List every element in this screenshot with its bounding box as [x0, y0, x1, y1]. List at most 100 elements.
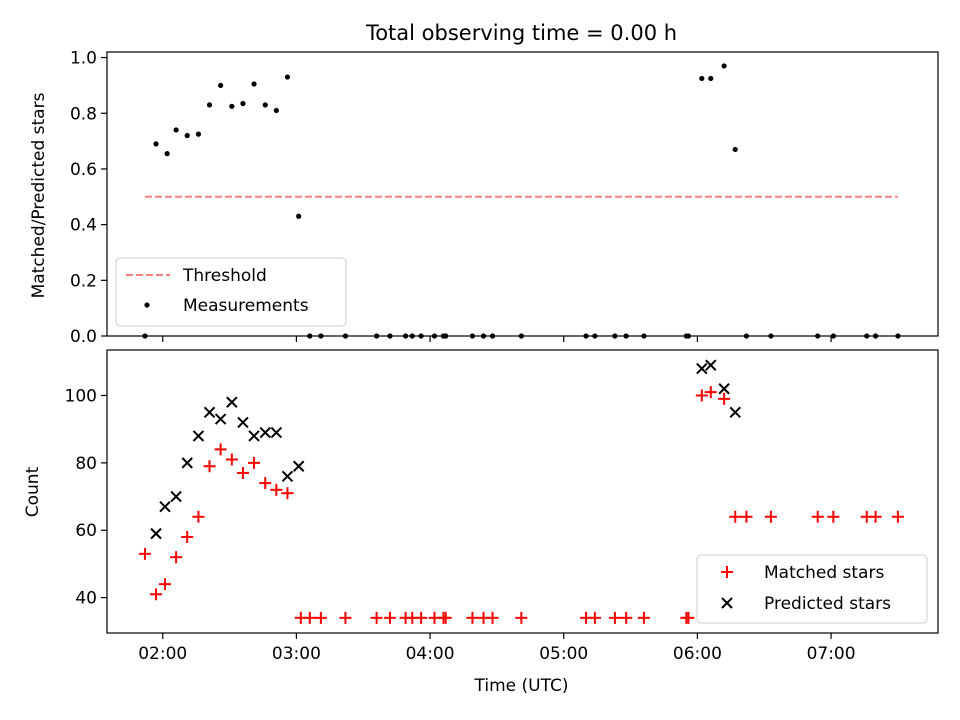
matched-stars-point	[225, 453, 238, 466]
legend-threshold-label: Threshold	[182, 266, 267, 286]
count-y-tick-label: 60	[75, 521, 97, 541]
count-x-tick-label: 07:00	[807, 644, 856, 664]
count-legend-box	[696, 554, 928, 624]
measurements-point	[229, 103, 235, 109]
ratio-legend: Threshold Measurements	[115, 257, 347, 327]
legend-predicted-swatch	[721, 597, 733, 609]
predicted-stars-point	[270, 426, 283, 439]
matched-stars-point	[811, 510, 824, 523]
measurements-point	[173, 127, 179, 133]
matched-stars-point	[466, 611, 479, 624]
measurements-point	[251, 81, 257, 87]
matched-stars-point	[170, 551, 183, 564]
matched-stars-point	[138, 547, 151, 560]
matched-stars-point	[515, 611, 528, 624]
ratio-y-axis-label: Matched/Predicted stars	[29, 92, 49, 298]
measurements-point	[699, 75, 705, 82]
matched-stars-point	[159, 578, 172, 591]
count-y-tick-label: 80	[75, 454, 97, 474]
matched-stars-point	[150, 588, 163, 601]
predicted-stars-point	[181, 457, 193, 469]
matched-stars-point	[415, 611, 428, 624]
ratio-y-tick-label: 0.2	[70, 271, 97, 291]
measurements-point	[708, 75, 714, 82]
legend-predicted-label: Predicted stars	[764, 594, 891, 614]
measurements-point	[184, 132, 190, 139]
predicted-stars-point	[705, 359, 717, 371]
matched-stars-point	[439, 611, 452, 624]
matched-stars-point	[370, 611, 383, 624]
measurements-point	[195, 131, 202, 137]
matched-stars-point	[620, 611, 633, 624]
ratio-legend-box	[115, 257, 347, 327]
legend-measurements-swatch	[144, 302, 150, 308]
matched-stars-point	[869, 510, 882, 523]
matched-stars-point	[486, 611, 499, 624]
matched-stars-point	[608, 611, 621, 624]
measurements-point	[721, 63, 727, 69]
predicted-stars-point	[696, 362, 708, 375]
ratio-y-tick-label: 1.0	[70, 49, 97, 69]
matched-stars-point	[339, 611, 352, 624]
measurements-point	[240, 100, 246, 107]
predicted-stars-point	[214, 413, 227, 425]
predicted-stars-point	[729, 406, 741, 419]
ratio-y-tick-label: 0.0	[70, 327, 97, 347]
predicted-stars-point	[248, 430, 260, 442]
matched-stars-point	[259, 477, 272, 490]
matched-stars-point	[588, 611, 601, 624]
matched-stars-point	[314, 611, 327, 624]
matched-stars-point	[695, 389, 708, 402]
chart-title: Total observing time = 0.00 h	[365, 21, 677, 45]
count-x-tick-label: 06:00	[673, 644, 722, 664]
matched-stars-point	[383, 611, 396, 624]
predicted-stars-point	[718, 383, 730, 395]
legend-matched-label: Matched stars	[764, 563, 884, 583]
matched-stars-point	[281, 487, 294, 500]
count-x-tick-label: 05:00	[539, 644, 588, 664]
matched-stars-point	[729, 510, 742, 523]
predicted-stars-point	[226, 396, 238, 408]
measurements-point	[732, 146, 738, 153]
legend-measurements-label: Measurements	[183, 296, 309, 316]
count-y-tick-label: 100	[65, 386, 97, 406]
matched-stars-point	[827, 510, 840, 523]
measurements-point	[164, 151, 170, 157]
matched-stars-point	[192, 510, 205, 523]
legend-matched-swatch	[721, 566, 733, 578]
predicted-stars-point	[259, 426, 271, 439]
predicted-stars-point	[150, 527, 162, 540]
measurements-point	[296, 213, 302, 219]
measurements-point	[284, 74, 291, 80]
predicted-stars-point	[192, 430, 205, 442]
measurements-point	[206, 102, 213, 108]
matched-stars-point	[682, 611, 695, 624]
predicted-stars-point	[170, 490, 182, 503]
ratio-plot-frame	[106, 51, 939, 337]
x-axis-label: Time (UTC)	[474, 676, 569, 696]
count-x-tick-label: 02:00	[138, 644, 187, 664]
matched-stars-point	[764, 510, 777, 523]
predicted-stars-point	[281, 470, 294, 483]
predicted-stars-point	[203, 406, 216, 419]
matched-stars-point	[248, 456, 261, 469]
count-x-tick-label: 03:00	[272, 644, 321, 664]
count-legend: Matched stars Predicted stars	[696, 554, 928, 624]
matched-stars-point	[214, 443, 227, 456]
matched-stars-point	[718, 392, 731, 405]
matched-stars-point	[181, 530, 194, 543]
measurements-point	[153, 141, 159, 147]
matched-stars-point	[303, 611, 316, 624]
predicted-stars-point	[237, 416, 249, 429]
matched-stars-point	[236, 466, 249, 479]
measurements-point	[273, 107, 279, 114]
count-y-axis-label: Count	[23, 466, 43, 517]
count-panel: Count Time (UTC) 02:00 03:00 04:00 05:00 06:…	[23, 349, 939, 696]
matched-stars-point	[891, 510, 904, 523]
ratio-y-tick-label: 0.8	[70, 104, 97, 124]
ratio-y-tick-label: 0.4	[70, 216, 97, 236]
count-x-tick-label: 04:00	[406, 644, 455, 664]
count-plot-frame	[106, 349, 939, 634]
predicted-stars-point	[159, 500, 171, 513]
